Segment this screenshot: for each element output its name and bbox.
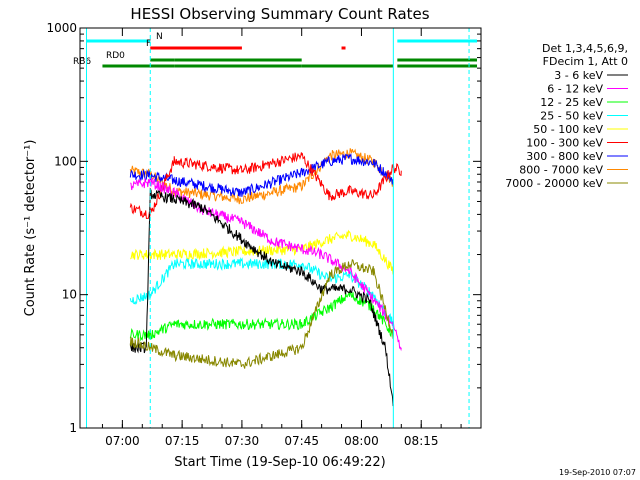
y-tick-label-0: 1 — [69, 421, 77, 435]
x-axis-label: Start Time (19-Sep-10 06:49:22) — [174, 455, 385, 470]
flags-group: NF RD0 RB6 — [73, 32, 478, 68]
legend-label-1: 6 - 12 keV — [547, 83, 603, 96]
flag-label-n: N — [156, 32, 163, 42]
legend-label-3: 25 - 50 keV — [540, 110, 603, 123]
y-tick-label-1: 10 — [62, 288, 77, 302]
flag-label-f: F — [146, 39, 151, 49]
series-group — [129, 148, 402, 407]
chart-title: HESSI Observing Summary Count Rates — [130, 5, 429, 23]
series-line-0 — [129, 187, 394, 407]
legend-label-2: 12 - 25 keV — [540, 96, 603, 109]
x-tick-label-1: 07:15 — [165, 434, 200, 448]
series-line-8 — [129, 259, 394, 369]
legend-label-8: 7000 - 20000 keV — [505, 177, 603, 190]
legend-label-6: 300 - 800 keV — [526, 150, 603, 163]
x-tick-label-0: 07:00 — [105, 434, 140, 448]
vlines-group — [86, 28, 470, 428]
legend: Det 1,3,4,5,6,9,FDecim 1, Att 03 - 6 keV… — [505, 42, 628, 190]
legend-label-4: 50 - 100 keV — [533, 123, 603, 136]
legend-header-1: FDecim 1, Att 0 — [543, 55, 628, 68]
series-line-5 — [129, 152, 402, 220]
plot-frame — [79, 27, 482, 429]
timestamp: 19-Sep-2010 07:07 — [559, 468, 636, 477]
legend-label-7: 800 - 7000 keV — [519, 164, 603, 177]
y-axis-label: Count Rate (s⁻¹ detector⁻¹) — [23, 140, 38, 317]
series-line-7 — [129, 148, 394, 205]
legend-label-5: 100 - 300 keV — [526, 137, 603, 150]
series-line-4 — [130, 229, 394, 275]
x-tick-label-5: 08:15 — [404, 434, 439, 448]
flag-label-rb6: RB6 — [73, 57, 91, 67]
legend-header-0: Det 1,3,4,5,6,9, — [542, 42, 628, 55]
series-line-6 — [129, 152, 394, 197]
y-tick-label-3: 1000 — [46, 21, 77, 35]
x-tick-label-2: 07:30 — [225, 434, 260, 448]
x-tick-label-3: 07:45 — [284, 434, 319, 448]
flag-label-rd0: RD0 — [106, 51, 125, 61]
x-tick-label-4: 08:00 — [344, 434, 379, 448]
legend-label-0: 3 - 6 keV — [554, 69, 603, 82]
series-line-1 — [130, 177, 402, 352]
series-line-2 — [129, 291, 394, 342]
y-tick-label-2: 100 — [54, 154, 77, 168]
axes-group: 07:00 07:15 07:30 07:45 08:00 08:15 1 10 100 1000 — [46, 21, 481, 448]
